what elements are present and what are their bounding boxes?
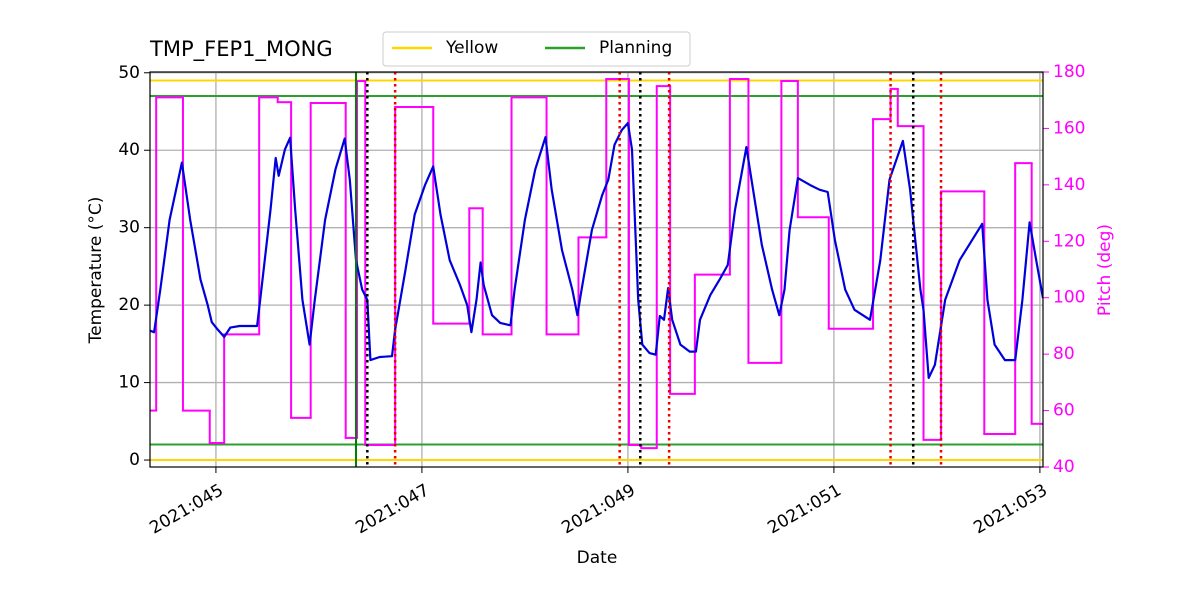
y2-tick-label: 120 (1053, 231, 1085, 251)
y-tick-label: 0 (129, 450, 140, 470)
y-tick-label: 40 (118, 140, 140, 160)
y2-tick-label: 180 (1053, 62, 1085, 82)
legend-box (382, 31, 691, 67)
y2-tick-label: 80 (1053, 344, 1075, 364)
chart-title: TMP_FEP1_MONG (149, 37, 333, 62)
y-tick-label: 20 (118, 295, 140, 315)
y2-tick-label: 100 (1053, 288, 1085, 308)
plot-area (150, 78, 1043, 450)
y-tick-label: 10 (118, 373, 140, 393)
y2-tick-label: 140 (1053, 175, 1085, 195)
x-axis-label: Date (577, 548, 618, 568)
temperature-line (150, 122, 1043, 379)
y2-tick-label: 60 (1053, 401, 1075, 421)
legend-label: Yellow (445, 38, 498, 58)
legend-label: Planning (599, 38, 672, 58)
y2-tick-label: 40 (1053, 457, 1075, 477)
y-tick-label: 50 (118, 63, 140, 83)
y2-tick-label: 160 (1053, 118, 1085, 138)
y-axis-label: Temperature (°C) (86, 197, 106, 345)
y2-axis-label: Pitch (deg) (1095, 224, 1115, 316)
plot-frame (149, 71, 1044, 468)
y-tick-label: 30 (118, 218, 140, 238)
